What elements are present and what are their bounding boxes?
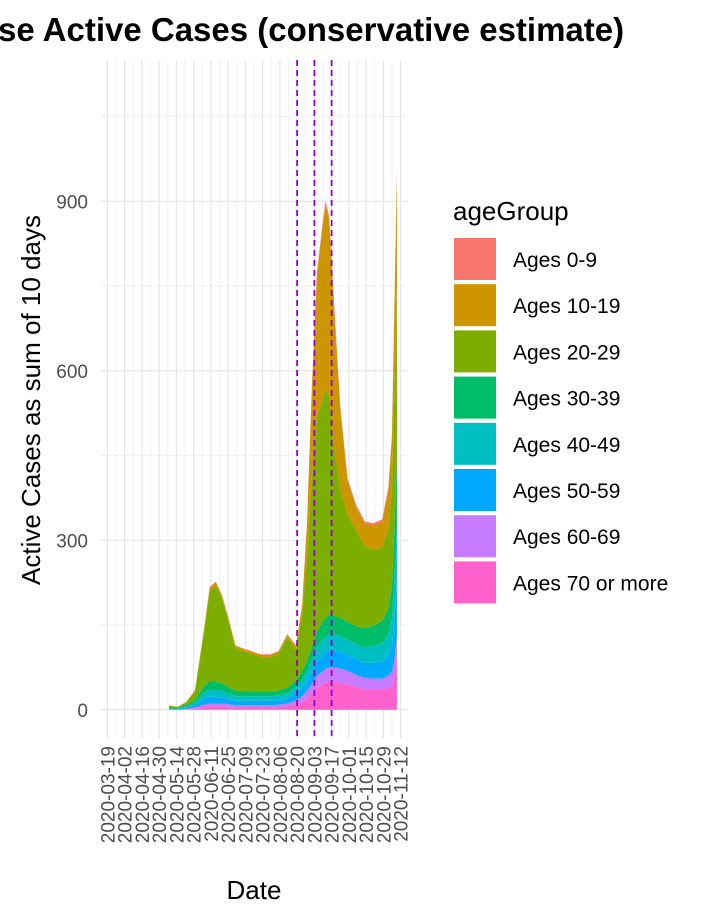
x-axis-ticks: 2020-03-192020-04-022020-04-162020-04-30…	[98, 746, 412, 844]
x-tick-label: 2020-05-28	[185, 746, 206, 843]
x-tick-label: 2020-07-23	[254, 746, 275, 843]
legend-swatch-ages-0-9	[454, 238, 496, 280]
x-tick-label: 2020-04-16	[133, 746, 154, 843]
x-tick-label: 2020-10-01	[340, 746, 361, 843]
x-tick-label: 2020-08-20	[288, 746, 309, 843]
x-tick-label: 2020-11-12	[392, 746, 413, 842]
y-tick-label: 300	[56, 531, 88, 552]
x-tick-label: 2020-10-15	[357, 746, 378, 843]
y-tick-label: 0	[77, 701, 88, 722]
legend-swatch-ages-20-29	[454, 330, 496, 373]
area-ages-20-29	[168, 288, 397, 709]
y-tick-label: 600	[56, 362, 88, 383]
x-tick-label: 2020-06-11	[202, 746, 223, 842]
legend-label-ages-60-69: Ages 60-69	[513, 526, 620, 549]
area-ages-60-69	[168, 636, 397, 710]
legend-swatch-ages-40-49	[454, 422, 496, 465]
legend-swatch-ages-10-19	[454, 284, 496, 327]
reference-lines	[296, 60, 333, 738]
legend-label-ages-50-59: Ages 50-59	[513, 480, 620, 503]
x-tick-label: 2020-10-29	[374, 746, 395, 843]
legend-swatch-ages-70-or-more	[454, 561, 496, 604]
x-tick-label: 2020-06-25	[219, 746, 240, 843]
legend-label-ages-40-49: Ages 40-49	[513, 434, 620, 457]
x-tick-label: 2020-04-02	[116, 746, 137, 843]
legend-label-ages-20-29: Ages 20-29	[513, 341, 620, 364]
chart-title: se Active Cases (conservative estimate)	[0, 11, 624, 48]
y-axis-ticks: 0 300 600 900	[56, 192, 88, 722]
legend-label-ages-0-9: Ages 0-9	[513, 249, 597, 272]
y-axis-title: Active Cases as sum of 10 days	[16, 215, 46, 585]
x-tick-label: 2020-09-17	[323, 746, 344, 843]
y-tick-label: 900	[56, 192, 88, 213]
x-tick-label: 2020-04-30	[150, 746, 171, 843]
legend-title: ageGroup	[453, 196, 569, 226]
x-tick-label: 2020-08-06	[271, 746, 292, 843]
stacked-areas	[168, 170, 397, 710]
x-tick-label: 2020-07-09	[236, 746, 257, 843]
legend-swatch-ages-30-39	[454, 376, 496, 419]
legend-label-ages-10-19: Ages 10-19	[513, 295, 620, 318]
legend-label-ages-70-or-more: Ages 70 or more	[513, 572, 668, 595]
area-ages-70-or-more	[168, 658, 397, 710]
legend-items: Ages 0-9 Ages 10-19 Ages 20-29 Ages 30-39 Ag…	[454, 238, 668, 604]
x-tick-label: 2020-03-19	[98, 746, 119, 843]
legend-swatch-ages-50-59	[454, 469, 496, 511]
x-tick-label: 2020-05-14	[167, 746, 188, 844]
x-tick-label: 2020-09-03	[305, 746, 326, 843]
legend-label-ages-30-39: Ages 30-39	[513, 388, 620, 411]
x-axis-title: Date	[227, 875, 282, 905]
legend-swatch-ages-60-69	[454, 515, 496, 558]
